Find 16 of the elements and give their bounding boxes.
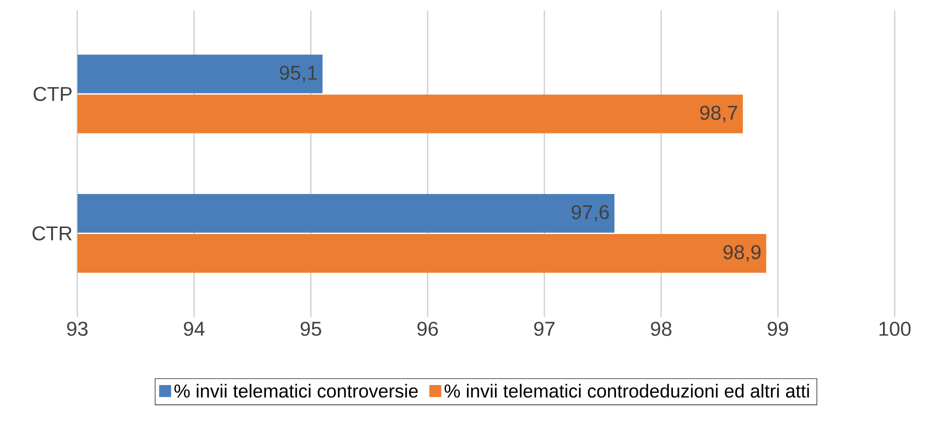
data-label: 95,1 [280,66,317,82]
x-tick-label: 93 [67,322,88,336]
data-label: 98,9 [724,245,761,262]
y-tick-label: CTP [34,86,72,102]
x-tick-label: 100 [880,322,911,336]
x-tick-label: 98 [650,322,672,336]
y-tick-label: CTR [32,226,72,240]
x-tick-label: 95 [300,322,322,336]
x-tick-label: 96 [417,322,438,336]
legend-label: % invii telematici controversie [174,384,418,398]
data-label: 98,7 [700,106,738,122]
x-tick-label: 94 [184,322,205,336]
data-label: 97,6 [572,205,609,222]
x-tick-label: 97 [534,322,554,336]
legend-label: % invii telematici controdeduzioni ed altri atti [444,384,809,398]
x-tick-label: 99 [768,322,788,336]
